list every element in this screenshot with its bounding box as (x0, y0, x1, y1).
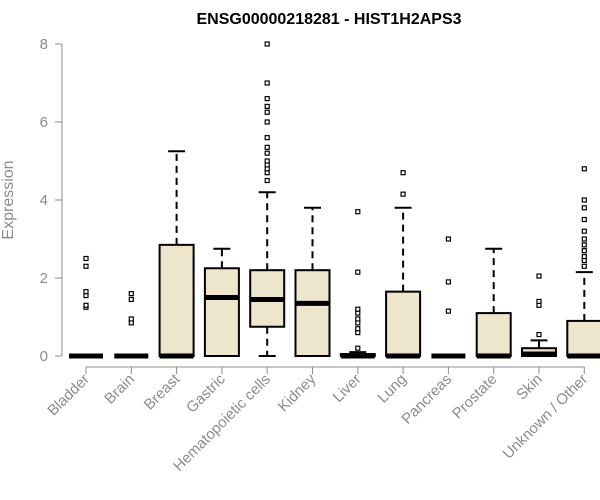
box (475, 312, 512, 358)
outlier-point (581, 248, 587, 254)
outlier-point (400, 170, 406, 176)
outlier-point (400, 191, 406, 197)
box-group (339, 209, 376, 359)
outlier-point (83, 302, 89, 308)
box-group (203, 247, 240, 357)
box (385, 290, 422, 357)
outlier-point (445, 308, 451, 314)
outlier-point (264, 103, 270, 110)
x-tick-label: Lung (374, 371, 410, 407)
y-axis-label: Expression (0, 160, 17, 239)
outlier-point (264, 95, 270, 102)
outlier-point (128, 316, 134, 322)
outlier-point (264, 119, 270, 125)
x-tick-label: Brain (101, 371, 138, 408)
box (566, 319, 600, 357)
outlier-point (264, 135, 270, 141)
chart-title: ENSG00000218281 - HIST1H2APS3 (196, 11, 461, 28)
outlier-point (264, 144, 270, 150)
outlier-point (264, 158, 270, 164)
outlier-point (581, 253, 587, 260)
x-tick-label: Bladder (44, 371, 93, 420)
outlier-point (355, 209, 361, 215)
outlier-point (581, 166, 587, 172)
outlier-point (264, 109, 270, 115)
y-tick-label: 0 (40, 348, 48, 365)
plot-area (69, 41, 600, 359)
y-tick-label: 8 (40, 36, 48, 53)
outlier-point (355, 345, 361, 351)
box-group (566, 166, 600, 359)
outlier-point (355, 326, 361, 332)
box-group (69, 255, 103, 359)
outlier-point (83, 255, 89, 262)
x-tick-label: Skin (513, 371, 546, 404)
outlier-point (581, 197, 587, 203)
outlier-point (264, 80, 270, 86)
x-tick-label: Breast (141, 370, 184, 413)
box (294, 269, 331, 358)
x-tick-label: Prostate (449, 371, 501, 423)
outlier-point (536, 298, 542, 304)
outlier-point (581, 216, 587, 223)
outlier-point (536, 331, 542, 338)
outlier-point (581, 236, 587, 242)
outlier-point (536, 273, 542, 279)
outlier-point (264, 177, 270, 184)
box-group (521, 273, 557, 358)
outlier-point (355, 316, 361, 322)
outlier-point (445, 236, 451, 242)
y-tick-label: 6 (40, 114, 48, 131)
box-group (294, 206, 331, 358)
box-group (114, 291, 149, 359)
outlier-point (581, 205, 587, 211)
outlier-point (355, 269, 361, 275)
x-tick-label: Unknown / Other (500, 371, 592, 463)
outlier-point (445, 279, 451, 285)
box-group (475, 247, 512, 359)
x-tick-label: Pancreas (398, 371, 455, 428)
outlier-point (128, 291, 134, 297)
box (158, 243, 195, 358)
outlier-point (128, 296, 134, 303)
outlier-point (264, 150, 270, 156)
box (203, 267, 240, 357)
y-tick-label: 2 (40, 270, 48, 287)
outlier-point (581, 242, 587, 248)
x-tick-label: Liver (330, 371, 365, 406)
outlier-point (581, 263, 587, 269)
outlier-point (83, 263, 89, 269)
outlier-point (264, 41, 270, 47)
box-group (431, 236, 466, 359)
x-tick-label: Kidney (275, 370, 320, 415)
outlier-point (355, 306, 361, 312)
box-group (249, 41, 286, 357)
box-group (158, 150, 195, 359)
y-tick-label: 4 (40, 192, 48, 209)
box-group (385, 170, 422, 359)
outlier-point (581, 228, 587, 234)
outlier-point (83, 289, 89, 295)
